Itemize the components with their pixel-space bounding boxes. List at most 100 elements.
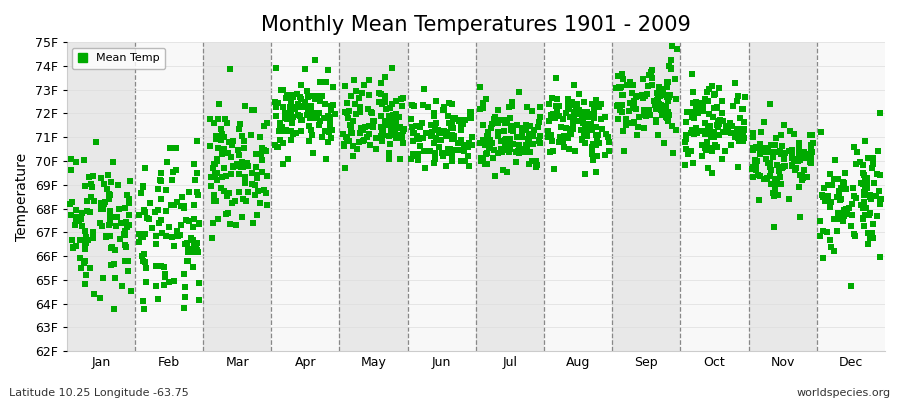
Point bbox=[94, 200, 108, 206]
Point bbox=[723, 120, 737, 126]
Point bbox=[804, 156, 818, 162]
Point bbox=[178, 284, 193, 290]
Point bbox=[660, 94, 674, 100]
Point bbox=[497, 128, 511, 134]
Point bbox=[680, 146, 694, 152]
Point bbox=[420, 104, 435, 110]
Point bbox=[561, 106, 575, 112]
Point bbox=[585, 127, 599, 133]
Point bbox=[378, 99, 392, 106]
Point bbox=[623, 100, 637, 107]
Point bbox=[792, 214, 806, 220]
Point bbox=[481, 140, 495, 147]
Point bbox=[634, 92, 649, 98]
Point bbox=[627, 99, 642, 106]
Point bbox=[249, 164, 264, 170]
Point bbox=[627, 100, 642, 107]
Point bbox=[423, 148, 437, 154]
Point bbox=[383, 141, 398, 147]
Point bbox=[274, 87, 288, 94]
Point bbox=[97, 181, 112, 188]
Point bbox=[167, 242, 182, 249]
Point bbox=[431, 127, 446, 133]
Point bbox=[121, 258, 135, 264]
Point bbox=[816, 194, 831, 200]
Point bbox=[857, 188, 871, 195]
Point bbox=[623, 82, 637, 88]
Point bbox=[718, 148, 733, 154]
Point bbox=[771, 167, 786, 174]
Point bbox=[276, 104, 291, 110]
Point bbox=[577, 109, 591, 116]
Point bbox=[428, 112, 442, 119]
Point bbox=[323, 126, 338, 133]
Point bbox=[544, 132, 559, 138]
Point bbox=[700, 130, 715, 137]
Point bbox=[661, 108, 675, 115]
Point bbox=[688, 125, 703, 131]
Point bbox=[206, 198, 220, 205]
Point bbox=[735, 138, 750, 144]
Point bbox=[599, 131, 614, 138]
Point bbox=[312, 110, 327, 116]
Point bbox=[704, 145, 718, 152]
Point bbox=[858, 138, 872, 144]
Point bbox=[208, 170, 222, 176]
Point bbox=[749, 162, 763, 169]
Point bbox=[627, 103, 642, 109]
Point bbox=[515, 134, 529, 140]
Point bbox=[579, 140, 593, 146]
Point bbox=[136, 250, 150, 257]
Point bbox=[446, 116, 460, 122]
Point bbox=[556, 116, 571, 122]
Point bbox=[427, 140, 441, 146]
Point bbox=[189, 189, 203, 196]
Point bbox=[520, 104, 535, 110]
Point bbox=[857, 192, 871, 198]
Point bbox=[192, 280, 206, 286]
Point bbox=[269, 113, 284, 120]
Bar bbox=[612, 42, 680, 351]
Point bbox=[791, 158, 806, 164]
Point bbox=[177, 241, 192, 247]
Point bbox=[136, 183, 150, 190]
Point bbox=[860, 241, 875, 248]
Point bbox=[205, 220, 220, 226]
Point bbox=[856, 170, 870, 176]
Point bbox=[575, 137, 590, 144]
Point bbox=[860, 175, 874, 181]
Point bbox=[338, 109, 352, 116]
Point bbox=[317, 115, 331, 122]
Point bbox=[77, 183, 92, 190]
Point bbox=[383, 130, 398, 136]
Point bbox=[491, 150, 505, 156]
Point bbox=[151, 296, 166, 302]
Point bbox=[122, 196, 137, 202]
Point bbox=[792, 146, 806, 152]
Point bbox=[680, 109, 695, 115]
Point bbox=[180, 258, 194, 264]
Point bbox=[155, 230, 169, 236]
Point bbox=[792, 139, 806, 146]
Point bbox=[86, 291, 101, 297]
Point bbox=[803, 132, 817, 138]
Point bbox=[529, 164, 544, 170]
Point bbox=[192, 221, 206, 228]
Point bbox=[158, 282, 172, 288]
Point bbox=[694, 128, 708, 134]
Point bbox=[630, 93, 644, 99]
Point bbox=[319, 78, 333, 85]
Point bbox=[207, 161, 221, 168]
Point bbox=[831, 210, 845, 216]
Point bbox=[616, 102, 630, 109]
Point bbox=[804, 145, 818, 151]
Point bbox=[448, 114, 463, 121]
Point bbox=[301, 107, 315, 113]
Point bbox=[343, 122, 357, 128]
Point bbox=[218, 115, 232, 122]
Point bbox=[306, 110, 320, 116]
Point bbox=[457, 146, 472, 152]
Point bbox=[619, 116, 634, 123]
Point bbox=[804, 155, 818, 161]
Point bbox=[356, 136, 371, 143]
